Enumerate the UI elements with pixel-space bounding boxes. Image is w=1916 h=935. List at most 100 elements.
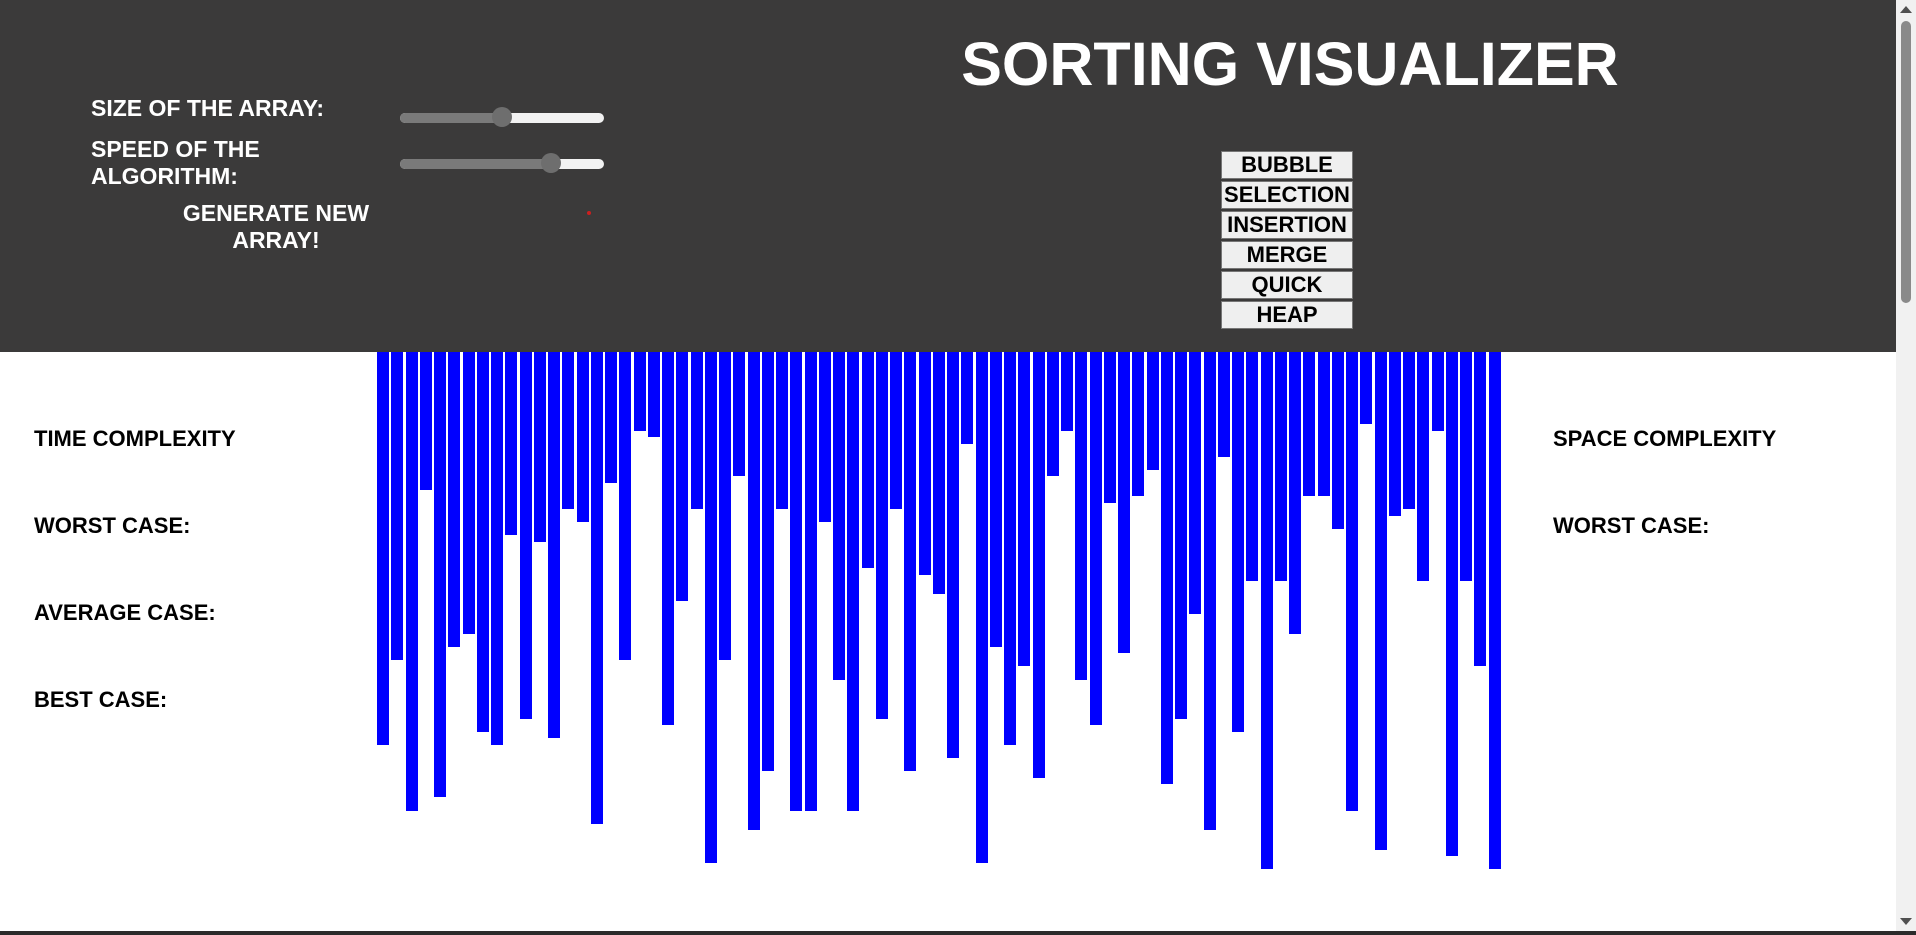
array-bar: [1275, 352, 1287, 581]
size-slider-thumb[interactable]: [492, 107, 512, 127]
array-bar: [790, 352, 802, 811]
array-bar: [733, 352, 745, 476]
array-bar: [1303, 352, 1315, 496]
array-bar: [776, 352, 788, 509]
array-bar: [591, 352, 603, 824]
array-bar: [448, 352, 460, 647]
array-bar: [1189, 352, 1201, 614]
array-bar: [1047, 352, 1059, 476]
algo-button-heap[interactable]: HEAP: [1221, 301, 1353, 329]
array-bar: [833, 352, 845, 680]
array-bar: [1432, 352, 1444, 431]
time-average-case-label: AVERAGE CASE:: [34, 600, 216, 625]
array-bar: [1204, 352, 1216, 830]
array-bar: [1246, 352, 1258, 581]
array-bar: [1018, 352, 1030, 666]
array-bar: [805, 352, 817, 811]
array-bar: [862, 352, 874, 568]
array-bar: [1332, 352, 1344, 529]
array-bar: [691, 352, 703, 509]
scroll-down-arrow-icon[interactable]: [1900, 918, 1912, 925]
array-bar: [1075, 352, 1087, 680]
array-bar: [933, 352, 945, 594]
array-bar: [1061, 352, 1073, 431]
array-bar: [1004, 352, 1016, 745]
array-bar: [1489, 352, 1501, 869]
header-bar: SIZE OF THE ARRAY: SPEED OF THE ALGORITH…: [0, 0, 1896, 352]
vertical-scrollbar[interactable]: [1896, 0, 1916, 932]
array-bar: [648, 352, 660, 437]
array-bar: [1446, 352, 1458, 856]
array-bar: [377, 352, 389, 745]
generate-new-array-button[interactable]: GENERATE NEW ARRAY!: [182, 200, 370, 253]
bottom-border: [0, 931, 1916, 935]
algo-button-bubble[interactable]: BUBBLE: [1221, 151, 1353, 179]
array-bar: [947, 352, 959, 758]
time-worst-case-label: WORST CASE:: [34, 513, 191, 538]
array-bar: [876, 352, 888, 719]
array-bar: [976, 352, 988, 863]
array-bar: [1175, 352, 1187, 719]
scroll-up-arrow-icon[interactable]: [1900, 6, 1912, 13]
speed-slider-fill: [400, 159, 551, 169]
array-bar: [1389, 352, 1401, 516]
array-bar: [1289, 352, 1301, 634]
size-label: SIZE OF THE ARRAY:: [91, 95, 324, 121]
array-bar: [1474, 352, 1486, 666]
array-bar: [904, 352, 916, 771]
array-bar: [762, 352, 774, 771]
speed-slider[interactable]: [400, 153, 604, 175]
space-complexity-heading: SPACE COMPLEXITY: [1553, 426, 1777, 451]
array-bar: [1417, 352, 1429, 581]
array-bar: [605, 352, 617, 483]
array-bar: [719, 352, 731, 660]
speed-slider-thumb[interactable]: [540, 153, 561, 173]
array-bar: [1318, 352, 1330, 496]
array-bar: [705, 352, 717, 863]
algorithm-button-list: BUBBLE SELECTION INSERTION MERGE QUICK HEAP: [1221, 151, 1353, 331]
time-complexity-heading: TIME COMPLEXITY: [34, 426, 236, 451]
array-bars: [0, 352, 1916, 872]
space-worst-case-label: WORST CASE:: [1553, 513, 1710, 538]
algo-button-insertion[interactable]: INSERTION: [1221, 211, 1353, 239]
page-title: SORTING VISUALIZER: [961, 30, 1619, 98]
array-bar: [662, 352, 674, 725]
size-slider[interactable]: [400, 107, 604, 129]
array-bar: [847, 352, 859, 811]
array-bar: [990, 352, 1002, 647]
algo-button-merge[interactable]: MERGE: [1221, 241, 1353, 269]
array-bar: [562, 352, 574, 509]
array-bar: [748, 352, 760, 830]
array-bar: [1218, 352, 1230, 457]
array-bar: [463, 352, 475, 634]
array-bar: [919, 352, 931, 575]
array-bar: [1360, 352, 1372, 424]
array-bar: [505, 352, 517, 535]
array-bar: [577, 352, 589, 522]
array-bar: [1460, 352, 1472, 581]
scrollbar-thumb[interactable]: [1901, 21, 1911, 303]
array-bar: [1375, 352, 1387, 850]
algo-button-quick[interactable]: QUICK: [1221, 271, 1353, 299]
array-bar: [1161, 352, 1173, 784]
array-bar: [391, 352, 403, 660]
array-bar: [961, 352, 973, 444]
array-bar: [619, 352, 631, 660]
array-bar: [676, 352, 688, 601]
array-bar: [548, 352, 560, 738]
array-bar: [1090, 352, 1102, 725]
array-bar: [477, 352, 489, 732]
array-bar: [1346, 352, 1358, 811]
array-bar: [890, 352, 902, 509]
array-bar: [406, 352, 418, 811]
algo-button-selection[interactable]: SELECTION: [1221, 181, 1353, 209]
time-best-case-label: BEST CASE:: [34, 687, 168, 712]
array-bar: [434, 352, 446, 797]
array-bar: [819, 352, 831, 522]
array-bar: [520, 352, 532, 719]
array-bar: [1033, 352, 1045, 778]
array-bar: [1104, 352, 1116, 503]
red-dot-marker: [587, 211, 591, 215]
size-slider-fill: [400, 113, 502, 123]
speed-label: SPEED OF THE ALGORITHM:: [91, 136, 260, 189]
